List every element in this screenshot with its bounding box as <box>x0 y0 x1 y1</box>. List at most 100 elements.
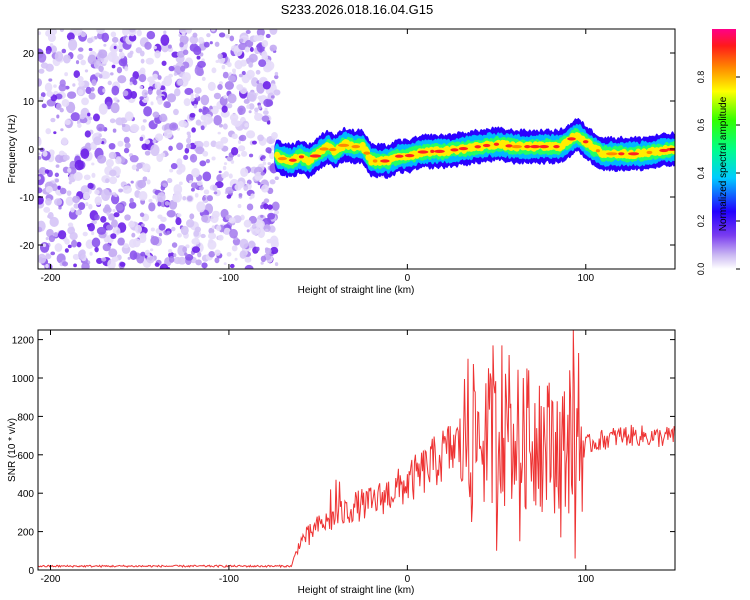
signal-peak <box>482 143 491 148</box>
noise-blob <box>238 73 243 78</box>
spectrogram-marks <box>38 29 675 269</box>
noise-blob <box>199 160 207 167</box>
noise-blob <box>197 251 202 258</box>
noise-blob <box>202 196 206 201</box>
noise-blob <box>217 84 223 91</box>
noise-blob <box>110 51 118 58</box>
noise-blob <box>203 113 213 125</box>
noise-blob <box>184 254 194 261</box>
signal-peak <box>337 143 350 147</box>
noise-blob <box>117 75 127 84</box>
noise-blob <box>211 67 217 74</box>
noise-blob <box>148 198 153 203</box>
noise-blob <box>85 86 92 95</box>
noise-blob <box>77 202 86 211</box>
noise-blob <box>201 76 206 82</box>
noise-blob <box>171 51 179 58</box>
noise-blob <box>173 184 183 195</box>
noise-blob <box>223 162 228 166</box>
noise-blob <box>230 45 239 52</box>
noise-blob <box>55 164 60 168</box>
noise-blob <box>44 169 50 174</box>
noise-blob <box>73 70 81 78</box>
noise-blob <box>202 150 209 157</box>
noise-blob <box>225 186 234 194</box>
noise-blob <box>239 238 249 249</box>
noise-blob <box>144 249 150 256</box>
noise-blob <box>141 94 149 104</box>
noise-blob <box>113 97 118 102</box>
noise-blob <box>98 49 108 59</box>
noise-blob <box>184 252 188 256</box>
y-tick-label: 0 <box>28 145 34 156</box>
noise-blob <box>122 185 132 194</box>
colorbar-label: Normalized spectral amplitude <box>718 96 729 231</box>
noise-blob <box>94 214 100 221</box>
noise-blob <box>94 246 99 253</box>
noise-blob <box>196 55 201 60</box>
noise-blob <box>124 214 131 221</box>
noise-blob <box>161 60 167 66</box>
noise-blob <box>217 53 223 60</box>
noise-blob <box>128 34 137 42</box>
noise-blob <box>123 136 130 144</box>
noise-blob <box>257 134 264 142</box>
noise-blob <box>138 190 148 201</box>
noise-blob <box>168 65 175 72</box>
noise-blob <box>189 35 199 45</box>
noise-blob <box>90 87 95 92</box>
snr-y-label: SNR (10 * v/v) <box>7 418 18 482</box>
noise-blob <box>169 122 179 131</box>
noise-blob <box>57 185 61 190</box>
spectrogram-x-ticks: -200 -100 0 100 <box>40 29 595 284</box>
noise-blob <box>255 246 260 252</box>
noise-blob <box>167 248 173 254</box>
noise-blob <box>110 102 120 114</box>
noise-blob <box>141 143 149 151</box>
noise-blob <box>117 237 125 246</box>
noise-blob <box>244 46 250 53</box>
noise-blob <box>229 263 235 269</box>
noise-blob <box>269 225 276 233</box>
noise-blob <box>200 233 206 239</box>
noise-blob <box>150 144 160 157</box>
noise-blob <box>88 92 96 100</box>
noise-blob <box>60 128 64 132</box>
noise-blob <box>73 171 83 182</box>
signal-peak <box>288 158 297 162</box>
noise-blob <box>230 160 235 164</box>
noise-blob <box>237 204 242 209</box>
noise-blob <box>192 32 198 38</box>
noise-blob <box>150 101 154 106</box>
noise-blob <box>231 133 238 140</box>
noise-blob <box>175 217 182 226</box>
noise-blob <box>181 31 186 37</box>
noise-blob <box>40 92 46 98</box>
noise-blob <box>194 141 199 146</box>
noise-blob <box>189 142 197 150</box>
noise-blob <box>249 196 253 200</box>
signal-peak <box>394 154 404 158</box>
noise-blob <box>84 130 91 138</box>
noise-blob <box>115 117 124 126</box>
noise-blob <box>170 163 178 170</box>
noise-blob <box>274 262 279 267</box>
noise-blob <box>176 142 184 151</box>
noise-blob <box>93 136 102 146</box>
colorbar <box>712 29 736 269</box>
noise-blob <box>139 96 144 100</box>
noise-blob <box>260 204 264 210</box>
noise-blob <box>212 184 218 191</box>
noise-blob <box>239 38 244 43</box>
noise-blob <box>59 29 64 33</box>
noise-blob <box>146 30 156 40</box>
noise-blob <box>69 232 78 241</box>
noise-blob <box>49 43 54 47</box>
noise-blob <box>214 41 220 47</box>
noise-blob <box>111 85 120 96</box>
signal-peak <box>458 147 469 151</box>
noise-blob <box>157 97 163 105</box>
noise-blob <box>237 105 246 115</box>
noise-blob <box>255 220 265 229</box>
noise-blob <box>248 240 256 249</box>
